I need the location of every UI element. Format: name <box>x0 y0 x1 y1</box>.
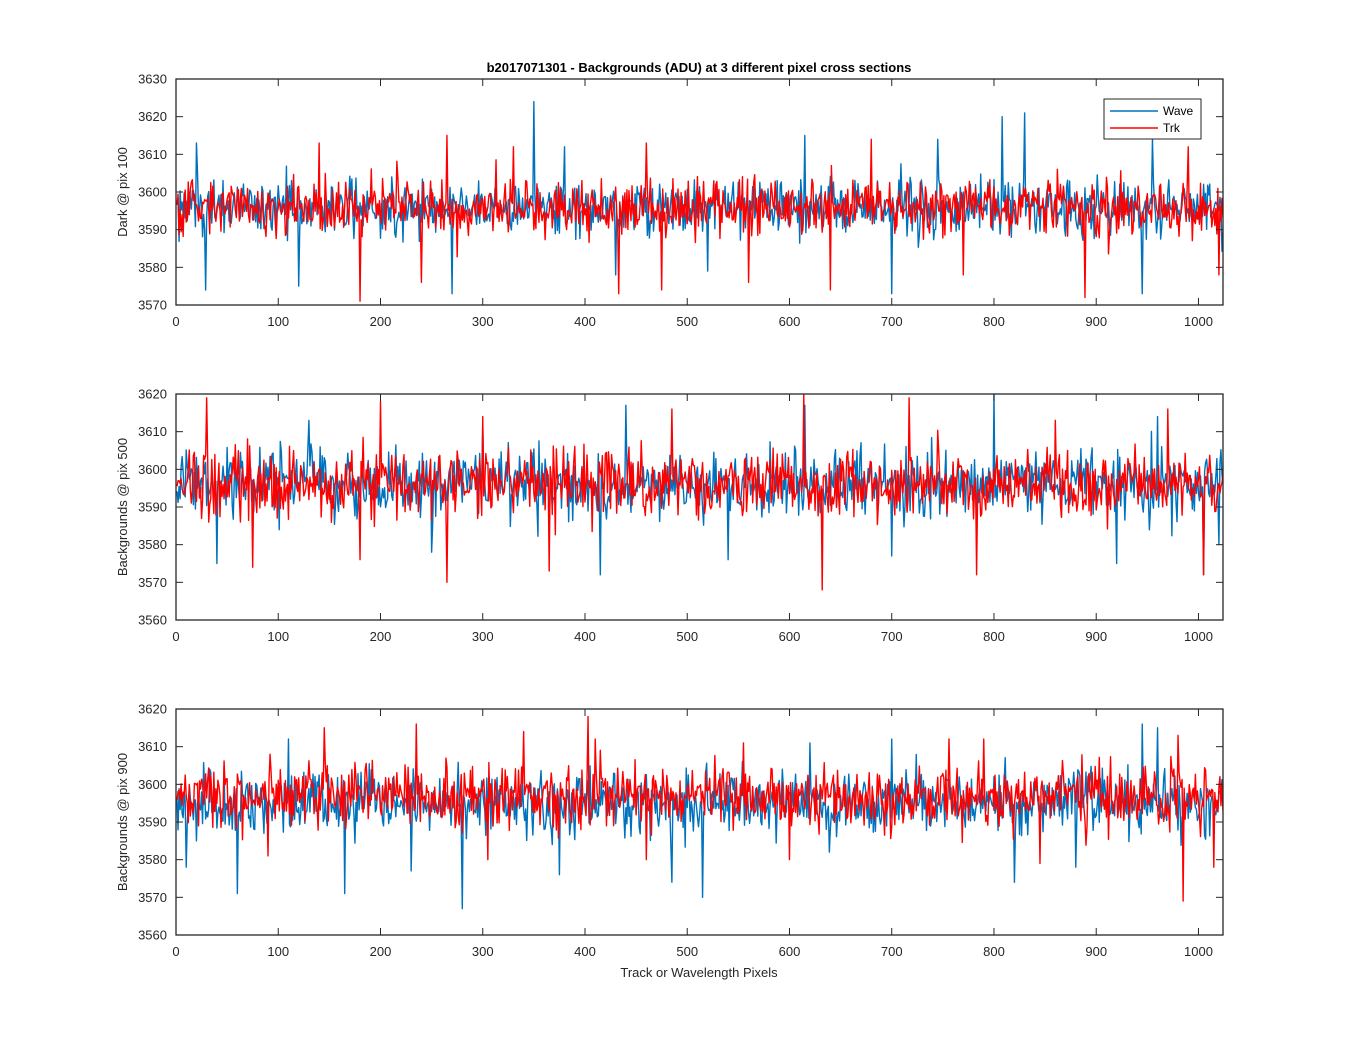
x-tick-label: 700 <box>881 944 903 959</box>
x-axis-label: Track or Wavelength Pixels <box>620 965 778 980</box>
x-tick-label: 900 <box>1085 629 1107 644</box>
y-tick-label: 3580 <box>138 260 167 275</box>
figure-title: b2017071301 - Backgrounds (ADU) at 3 dif… <box>487 60 912 75</box>
y-tick-label: 3580 <box>138 537 167 552</box>
x-tick-label: 800 <box>983 314 1005 329</box>
legend-wave-label: Wave <box>1163 104 1194 118</box>
x-tick-label: 0 <box>172 629 179 644</box>
y-tick-label: 3580 <box>138 852 167 867</box>
series-line-trk <box>176 715 1223 902</box>
x-tick-label: 100 <box>267 314 289 329</box>
panels: 0 100 200 300 400 500 600 700 800 900 100035703580… <box>115 72 1224 959</box>
y-tick-label: 3570 <box>138 298 167 313</box>
panel-2: 0 100 200 300 400 500 600 700 800 900 1000 3560 3570… <box>115 387 1224 644</box>
y-tick-label: 3620 <box>138 387 167 402</box>
x-tick-label: 500 <box>676 314 698 329</box>
x-tick-label: 200 <box>370 944 392 959</box>
x-tick-label: 600 <box>779 629 801 644</box>
x-tick-label: 600 <box>779 314 801 329</box>
y-axis-label: Dark @ pix 100 <box>115 147 130 237</box>
x-tick-label: 200 <box>370 314 392 329</box>
y-tick-label: 3590 <box>138 222 167 237</box>
x-tick-label: 300 <box>472 629 494 644</box>
series-line-trk <box>176 134 1223 302</box>
y-tick-label: 3560 <box>138 613 167 628</box>
x-tick-label: 200 <box>370 629 392 644</box>
x-tick-label: 1000 <box>1184 314 1213 329</box>
y-tick-label: 3590 <box>138 500 167 515</box>
x-tick-label: 400 <box>574 944 596 959</box>
legend-box <box>1103 98 1202 140</box>
x-tick-label: 500 <box>676 629 698 644</box>
y-tick-label: 3610 <box>138 739 167 754</box>
y-axis-label: Backgrounds @ pix 500 <box>115 438 130 576</box>
panel-3: 0 100 200 300 400 500 600 700 800 900 1000 3560 3570… <box>115 702 1224 959</box>
panel-1: 0 100 200 300 400 500 600 700 800 900 1000 3570 3580… <box>115 72 1224 329</box>
series-group <box>176 100 1223 302</box>
x-tick-label: 100 <box>267 629 289 644</box>
y-tick-label: 3610 <box>138 147 167 162</box>
x-tick-label: 700 <box>881 629 903 644</box>
y-axis-label: Backgrounds @ pix 900 <box>115 753 130 891</box>
series-line-trk <box>176 394 1223 591</box>
y-tick-label: 3570 <box>138 575 167 590</box>
x-tick-label: 500 <box>676 944 698 959</box>
series-group <box>176 394 1223 591</box>
x-tick-label: 400 <box>574 629 596 644</box>
x-tick-label: 300 <box>472 944 494 959</box>
x-tick-label: 100 <box>267 944 289 959</box>
x-tick-label: 800 <box>983 629 1005 644</box>
x-tick-label: 400 <box>574 314 596 329</box>
y-tick-label: 3570 <box>138 890 167 905</box>
y-tick-label: 3600 <box>138 462 167 477</box>
y-tick-label: 3600 <box>138 777 167 792</box>
y-tick-label: 3590 <box>138 815 167 830</box>
x-tick-label: 700 <box>881 314 903 329</box>
series-group <box>176 715 1223 910</box>
y-tick-label: 3620 <box>138 702 167 717</box>
y-tick-label: 3610 <box>138 424 167 439</box>
y-tick-label: 3630 <box>138 72 167 87</box>
legend-trk-label: Trk <box>1163 121 1181 135</box>
x-tick-label: 1000 <box>1184 944 1213 959</box>
x-tick-label: 0 <box>172 944 179 959</box>
y-tick-label: 3620 <box>138 109 167 124</box>
legend: Wave Trk <box>1103 98 1202 140</box>
x-tick-label: 0 <box>172 314 179 329</box>
x-tick-label: 800 <box>983 944 1005 959</box>
x-tick-label: 1000 <box>1184 629 1213 644</box>
x-tick-label: 600 <box>779 944 801 959</box>
x-tick-label: 900 <box>1085 314 1107 329</box>
x-tick-label: 300 <box>472 314 494 329</box>
y-tick-label: 3600 <box>138 185 167 200</box>
x-tick-label: 900 <box>1085 944 1107 959</box>
y-tick-label: 3560 <box>138 928 167 943</box>
